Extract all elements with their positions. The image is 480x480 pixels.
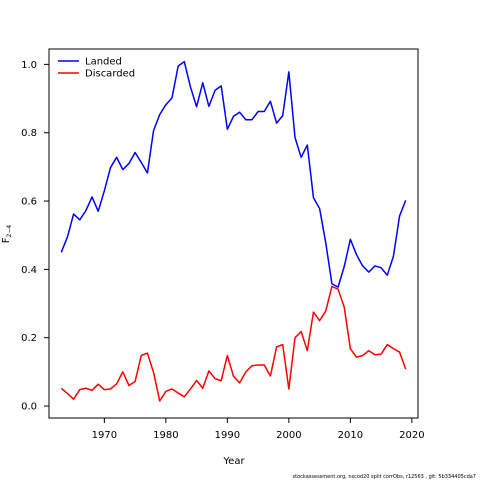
x-axis: 1970 1980 1990 2000 2010 2020 xyxy=(92,418,425,441)
footnote: stockassessment.org, nscod20 split corrO… xyxy=(293,474,476,480)
series-line-discarded xyxy=(60,285,407,402)
y-axis: 0.0 0.2 0.4 0.6 0.8 1.0 xyxy=(21,60,49,413)
legend-label-landed: Landed xyxy=(85,57,122,68)
y-tick-label: 0.8 xyxy=(21,128,37,139)
x-tick-label: 2020 xyxy=(399,430,424,441)
x-tick-label: 2010 xyxy=(338,430,363,441)
legend-label-discarded: Discarded xyxy=(85,69,135,80)
y-axis-title-sub: 2−4 xyxy=(6,225,13,238)
y-tick-label: 0.6 xyxy=(21,197,37,208)
series-line-landed xyxy=(60,60,407,288)
y-tick-label: 1.0 xyxy=(21,60,37,71)
plot-frame xyxy=(48,48,419,419)
x-tick-label: 2000 xyxy=(276,430,301,441)
y-axis-title-main: F xyxy=(1,237,12,243)
x-tick-label: 1980 xyxy=(153,430,178,441)
plot-border xyxy=(48,48,419,419)
x-tick-label: 1970 xyxy=(92,430,117,441)
svg-text:F2−4: F2−4 xyxy=(1,225,13,244)
y-tick-label: 0.0 xyxy=(21,402,37,413)
series-layer xyxy=(60,60,407,402)
x-tick-label: 1990 xyxy=(215,430,240,441)
y-tick-label: 0.4 xyxy=(21,265,37,276)
y-tick-label: 0.2 xyxy=(21,333,37,344)
y-axis-title: F2−4 xyxy=(1,225,13,244)
x-axis-title: Year xyxy=(222,456,245,467)
